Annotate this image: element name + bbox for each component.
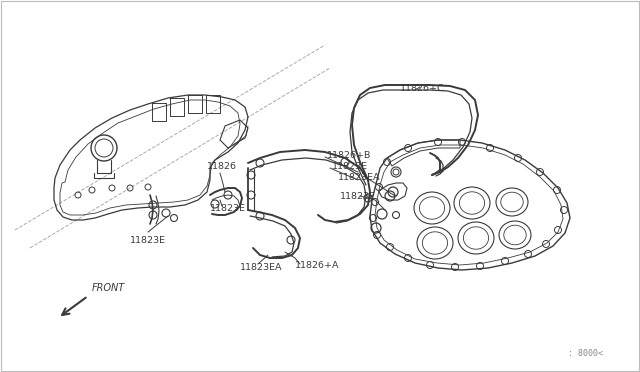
Text: 11823EA: 11823EA (240, 263, 282, 273)
Text: 11826+A: 11826+A (295, 260, 339, 269)
Text: FRONT: FRONT (92, 283, 125, 293)
Text: 11826: 11826 (207, 162, 237, 171)
Text: 11826+C: 11826+C (400, 83, 445, 93)
Text: 11823E: 11823E (332, 161, 368, 170)
Text: 11823E: 11823E (130, 235, 166, 244)
Text: 11823E: 11823E (340, 192, 376, 201)
Text: 11823E: 11823E (210, 203, 246, 212)
Text: 11826+B: 11826+B (327, 151, 371, 160)
Text: 11823EA: 11823EA (338, 173, 381, 182)
Text: : 8000<: : 8000< (568, 350, 603, 359)
